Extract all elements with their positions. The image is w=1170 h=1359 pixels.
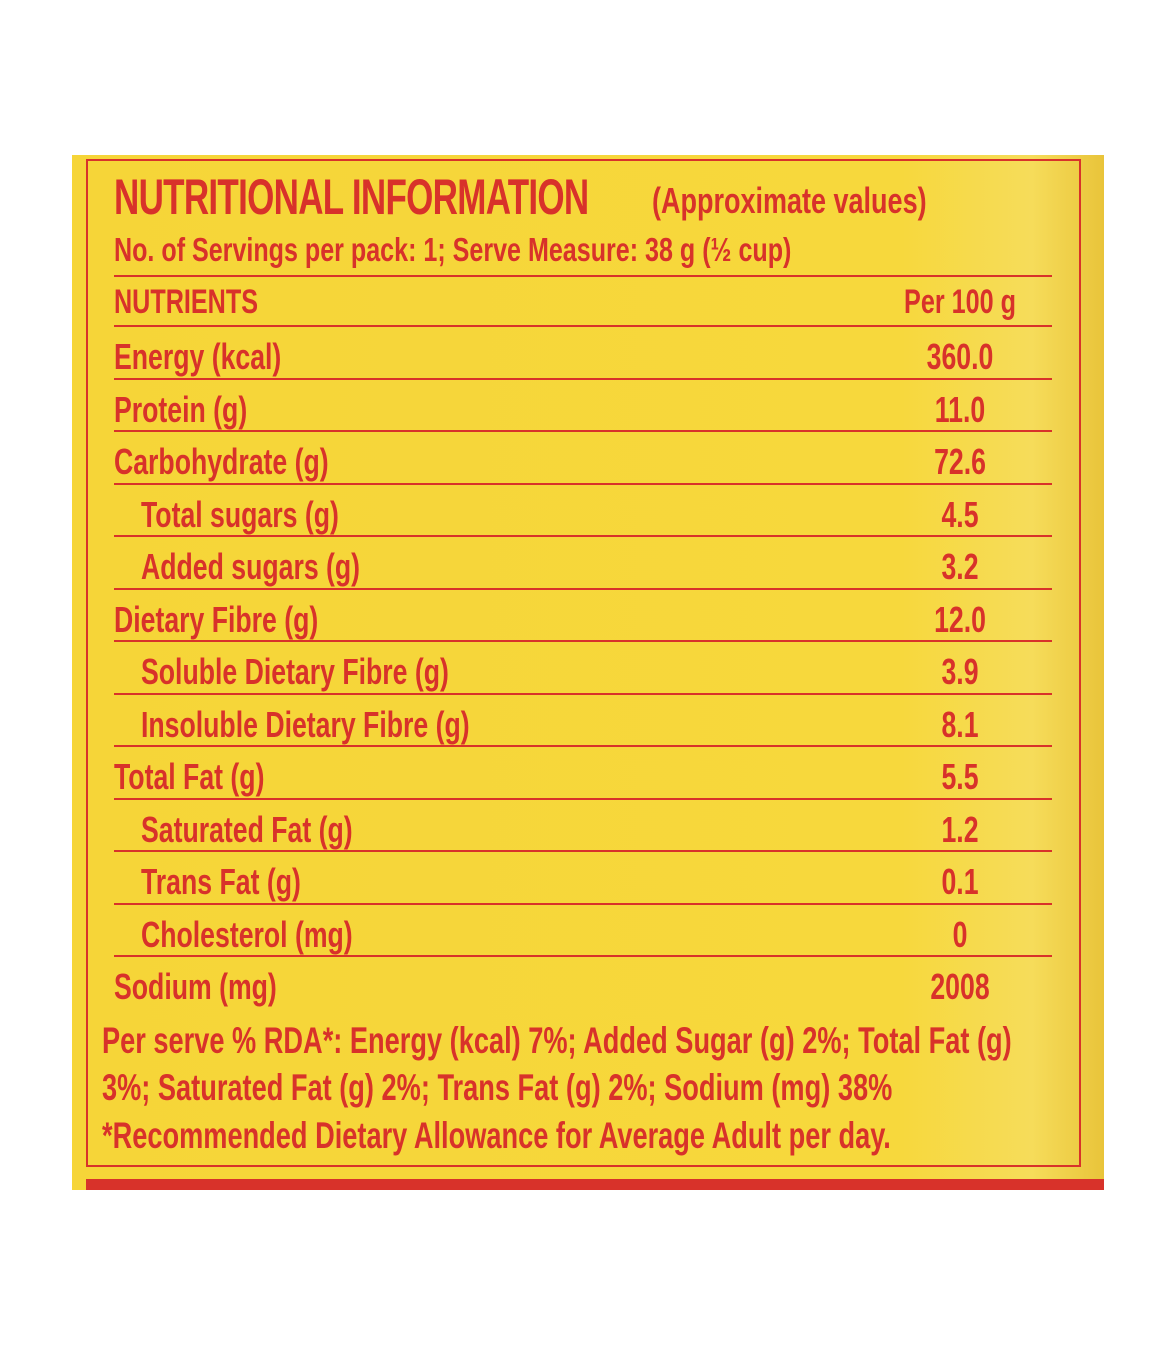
nutrient-label: Added sugars (g) xyxy=(141,546,361,587)
nutrient-value: 11.0 xyxy=(934,388,986,430)
nutrient-label: Dietary Fibre (g) xyxy=(114,598,319,640)
row-divider xyxy=(114,482,1052,485)
nutrient-value: 72.6 xyxy=(934,441,986,482)
table-header-nutrients: NUTRIENTS xyxy=(114,283,258,321)
nutrition-subtitle: (Approximate values) xyxy=(652,180,927,221)
nutrition-label-border xyxy=(86,159,1081,1167)
nutrient-label: Soluble Dietary Fibre (g) xyxy=(141,651,449,692)
nutrient-value: 12.0 xyxy=(934,598,986,640)
row-divider xyxy=(114,955,1052,957)
nutrient-value: 360.0 xyxy=(926,336,994,377)
table-header-per-100g: Per 100 g xyxy=(904,283,1016,321)
row-divider xyxy=(114,535,1052,537)
bottom-red-band xyxy=(86,1179,1104,1190)
nutrient-label: Insoluble Dietary Fibre (g) xyxy=(141,703,470,745)
nutrient-label: Protein (g) xyxy=(114,388,248,430)
nutrient-value: 4.5 xyxy=(941,493,979,535)
nutrient-label: Total Fat (g) xyxy=(114,756,265,797)
nutrient-value: 2008 xyxy=(930,966,990,1007)
divider xyxy=(114,275,1052,277)
nutrition-title: NUTRITIONAL INFORMATION xyxy=(114,169,589,225)
nutrition-label-panel xyxy=(72,155,1104,1190)
row-divider xyxy=(114,745,1052,747)
nutrient-value: 3.9 xyxy=(941,651,979,692)
nutrient-value: 3.2 xyxy=(941,546,979,587)
row-divider xyxy=(114,692,1052,695)
row-divider xyxy=(114,850,1052,852)
row-divider xyxy=(114,430,1052,432)
row-divider xyxy=(114,902,1052,905)
nutrient-label: Total sugars (g) xyxy=(141,493,339,535)
row-divider xyxy=(114,325,1052,327)
rda-note-line-2: 3%; Saturated Fat (g) 2%; Trans Fat (g) … xyxy=(102,1067,893,1108)
nutrient-value: 0.1 xyxy=(941,861,979,902)
nutrient-label: Energy (kcal) xyxy=(114,336,282,377)
nutrient-label: Sodium (mg) xyxy=(114,966,277,1007)
nutrient-value: 8.1 xyxy=(941,703,979,745)
nutrient-label: Trans Fat (g) xyxy=(141,861,301,902)
serving-info: No. of Servings per pack: 1; Serve Measu… xyxy=(114,231,792,268)
nutrient-value: 0 xyxy=(952,913,968,955)
row-divider xyxy=(114,797,1052,800)
nutrient-value: 5.5 xyxy=(941,756,979,797)
row-divider xyxy=(114,377,1052,380)
row-divider xyxy=(114,640,1052,642)
nutrient-label: Carbohydrate (g) xyxy=(114,441,329,482)
rda-note-line-1: Per serve % RDA*: Energy (kcal) 7%; Adde… xyxy=(102,1020,1012,1061)
row-divider xyxy=(114,587,1052,590)
rda-footnote: *Recommended Dietary Allowance for Avera… xyxy=(102,1115,891,1156)
nutrient-value: 1.2 xyxy=(941,808,979,850)
nutrient-label: Cholesterol (mg) xyxy=(141,913,353,955)
nutrient-label: Saturated Fat (g) xyxy=(141,808,353,850)
